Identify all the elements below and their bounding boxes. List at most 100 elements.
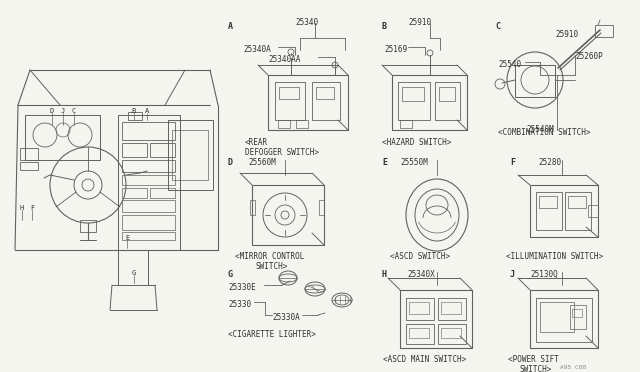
Text: DEFOGGER SWITCH>: DEFOGGER SWITCH> <box>245 148 319 157</box>
Text: 25550M: 25550M <box>400 158 428 167</box>
Bar <box>319 200 324 215</box>
Text: 25910: 25910 <box>408 18 431 27</box>
Bar <box>539 196 557 208</box>
Bar <box>441 328 461 338</box>
Text: E: E <box>125 235 129 241</box>
Bar <box>515 65 555 97</box>
Bar <box>438 298 466 320</box>
Text: B: B <box>132 108 136 114</box>
Text: <ASCD MAIN SWITCH>: <ASCD MAIN SWITCH> <box>383 355 467 364</box>
Text: D: D <box>228 158 233 167</box>
Bar <box>536 192 562 230</box>
Bar <box>122 143 147 157</box>
Bar <box>25 115 100 160</box>
Text: 25340A: 25340A <box>243 45 271 54</box>
Bar <box>122 232 175 240</box>
Bar <box>168 120 213 190</box>
Text: 25560M: 25560M <box>248 158 276 167</box>
Bar <box>122 188 147 198</box>
Bar <box>595 25 613 37</box>
Bar <box>438 324 466 344</box>
Text: <HAZARD SWITCH>: <HAZARD SWITCH> <box>382 138 451 147</box>
Bar <box>588 205 598 217</box>
Text: C: C <box>72 108 76 114</box>
Ellipse shape <box>279 271 297 285</box>
Bar <box>80 220 96 232</box>
Text: 25340: 25340 <box>295 18 318 27</box>
Bar <box>400 290 472 348</box>
Text: A: A <box>145 108 149 114</box>
Text: F: F <box>30 205 34 211</box>
Text: 25330E: 25330E <box>228 283 256 292</box>
Bar <box>122 215 175 230</box>
Ellipse shape <box>305 282 325 296</box>
Bar <box>312 82 340 120</box>
Text: 25340X: 25340X <box>407 270 435 279</box>
Circle shape <box>521 66 549 94</box>
Bar <box>122 160 175 172</box>
Bar <box>572 309 582 317</box>
Bar <box>122 200 175 212</box>
Text: 25130Q: 25130Q <box>530 270 557 279</box>
Text: <MIRROR CONTROL: <MIRROR CONTROL <box>235 252 305 261</box>
Bar <box>536 298 592 342</box>
Bar <box>122 122 175 140</box>
Text: 25330: 25330 <box>228 300 251 309</box>
Text: <COMBINATION SWITCH>: <COMBINATION SWITCH> <box>498 128 591 137</box>
Bar <box>540 302 574 332</box>
Circle shape <box>263 193 307 237</box>
Bar <box>409 302 429 314</box>
Text: <POWER SIFT: <POWER SIFT <box>508 355 559 364</box>
Bar <box>400 120 412 128</box>
Circle shape <box>495 79 505 89</box>
Text: G: G <box>228 270 233 279</box>
Text: G: G <box>132 270 136 276</box>
Text: D: D <box>50 108 54 114</box>
Circle shape <box>507 52 563 108</box>
Bar <box>406 324 434 344</box>
Ellipse shape <box>332 293 352 307</box>
Bar <box>409 328 429 338</box>
Bar <box>128 112 142 120</box>
Text: 25910: 25910 <box>555 30 578 39</box>
Ellipse shape <box>426 195 448 215</box>
Bar <box>565 192 591 230</box>
Bar <box>275 82 305 120</box>
Text: 25169: 25169 <box>384 45 407 54</box>
Text: <ASCD SWITCH>: <ASCD SWITCH> <box>390 252 450 261</box>
Bar <box>118 115 180 250</box>
Bar <box>150 188 175 198</box>
Bar <box>402 87 424 101</box>
Bar <box>20 162 38 170</box>
Text: A: A <box>228 22 233 31</box>
Text: 25330A: 25330A <box>272 313 300 322</box>
Bar <box>439 87 455 101</box>
Text: <ILLUMINATION SWITCH>: <ILLUMINATION SWITCH> <box>506 252 603 261</box>
Bar <box>172 130 208 180</box>
Text: 25540M: 25540M <box>526 125 554 134</box>
Bar <box>20 148 38 160</box>
Ellipse shape <box>415 189 459 241</box>
Bar <box>252 185 324 245</box>
Text: H: H <box>20 205 24 211</box>
Text: SWITCH>: SWITCH> <box>520 365 552 372</box>
Bar <box>530 290 598 348</box>
Text: 25260P: 25260P <box>575 52 603 61</box>
Text: J: J <box>510 270 515 279</box>
Bar <box>316 87 334 99</box>
Bar <box>398 82 430 120</box>
Bar <box>250 200 255 215</box>
Text: <CIGARETTE LIGHTER>: <CIGARETTE LIGHTER> <box>228 330 316 339</box>
Text: 25280: 25280 <box>538 158 561 167</box>
Text: SWITCH>: SWITCH> <box>255 262 287 271</box>
Text: E: E <box>382 158 387 167</box>
Text: H: H <box>382 270 387 279</box>
Bar <box>570 305 586 329</box>
Bar <box>122 175 175 185</box>
Ellipse shape <box>406 179 468 251</box>
Bar <box>435 82 460 120</box>
Bar <box>406 298 434 320</box>
Text: B: B <box>382 22 387 31</box>
Bar <box>530 185 598 237</box>
Text: <REAR: <REAR <box>245 138 268 147</box>
